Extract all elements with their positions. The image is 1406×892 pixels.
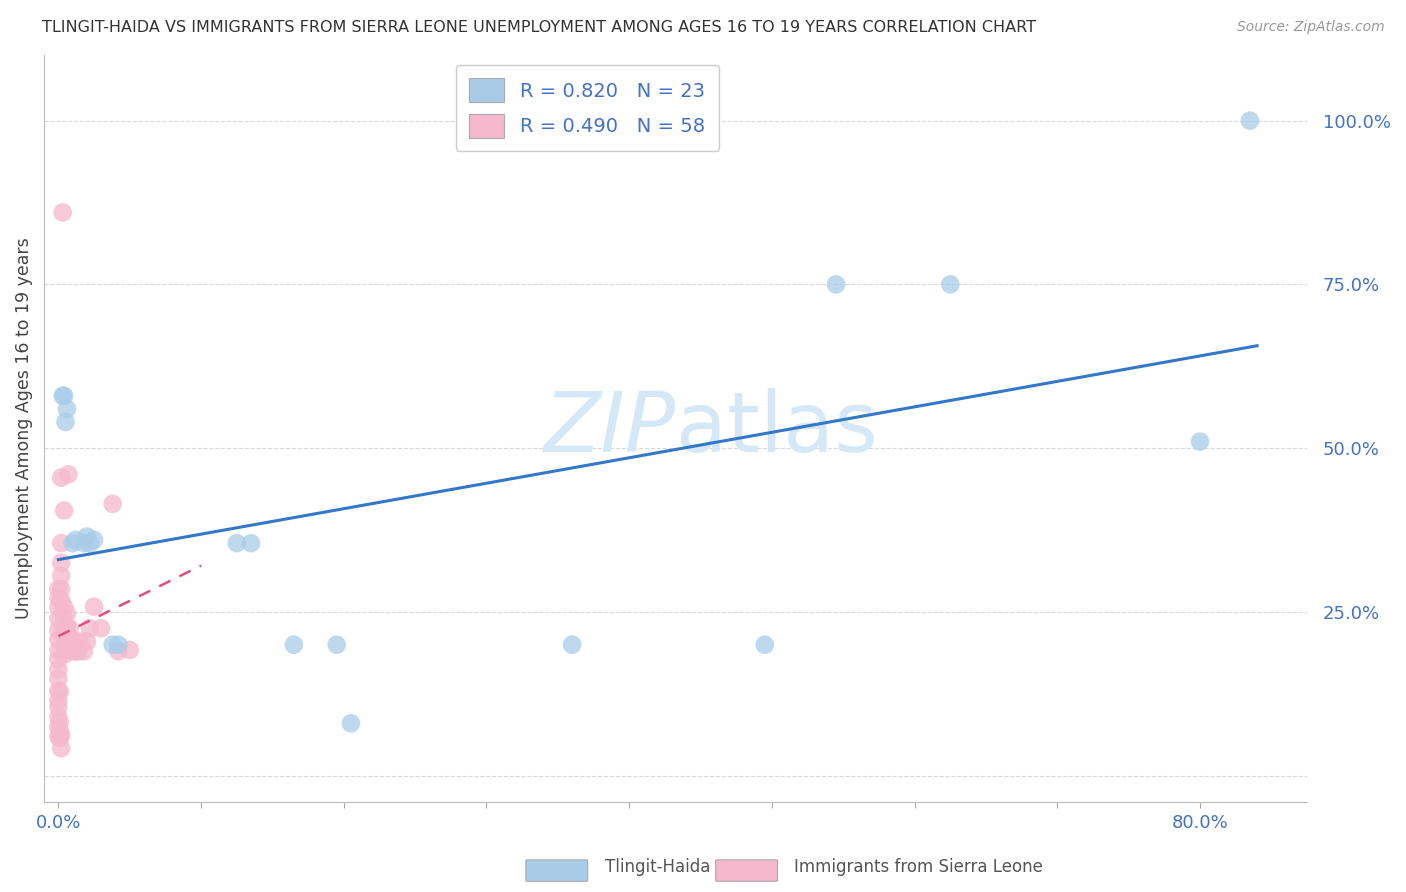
Point <box>939 277 962 292</box>
Point <box>53 621 76 635</box>
Point <box>62 536 84 550</box>
Text: atlas: atlas <box>675 388 877 469</box>
Point <box>48 599 70 614</box>
Point <box>48 730 70 744</box>
Text: TLINGIT-HAIDA VS IMMIGRANTS FROM SIERRA LEONE UNEMPLOYMENT AMONG AGES 16 TO 19 Y: TLINGIT-HAIDA VS IMMIGRANTS FROM SIERRA … <box>42 20 1036 35</box>
Point <box>49 685 72 699</box>
Point <box>107 644 129 658</box>
Point <box>67 644 90 658</box>
Point <box>51 536 73 550</box>
Point <box>48 672 70 686</box>
Point <box>48 582 70 596</box>
Point <box>59 621 82 635</box>
Point <box>825 277 848 292</box>
Text: Immigrants from Sierra Leone: Immigrants from Sierra Leone <box>794 858 1043 876</box>
Y-axis label: Unemployment Among Ages 16 to 19 years: Unemployment Among Ages 16 to 19 years <box>15 237 32 619</box>
Point <box>48 720 70 734</box>
Point <box>51 569 73 583</box>
Point <box>59 640 82 655</box>
Point <box>56 619 79 633</box>
Point <box>225 536 247 550</box>
Point <box>76 530 98 544</box>
Point <box>107 638 129 652</box>
Point <box>48 693 70 707</box>
Point <box>53 389 76 403</box>
Point <box>48 624 70 638</box>
Point <box>53 503 76 517</box>
Point <box>48 643 70 657</box>
Point <box>83 533 105 547</box>
Point <box>49 724 72 739</box>
Point <box>83 599 105 614</box>
Point <box>59 631 82 645</box>
Point <box>73 644 96 658</box>
Point <box>65 533 87 547</box>
Point <box>48 700 70 714</box>
Point <box>53 610 76 624</box>
Text: Tlingit-Haida: Tlingit-Haida <box>605 858 710 876</box>
Point <box>52 389 75 403</box>
Point <box>53 639 76 653</box>
Point <box>283 638 305 652</box>
Point <box>561 638 583 652</box>
Point <box>48 652 70 666</box>
Point <box>51 741 73 756</box>
Point <box>51 593 73 607</box>
Point <box>58 467 80 482</box>
Point <box>79 621 101 635</box>
Point <box>90 621 112 635</box>
Point <box>118 643 141 657</box>
Point <box>73 536 96 550</box>
Point <box>325 638 347 652</box>
Point <box>1188 434 1211 449</box>
Text: Source: ZipAtlas.com: Source: ZipAtlas.com <box>1237 20 1385 34</box>
Point <box>69 634 91 648</box>
Point <box>56 606 79 620</box>
Point <box>51 728 73 742</box>
Point <box>49 714 72 729</box>
Text: ZIP: ZIP <box>544 388 675 469</box>
Point <box>62 634 84 648</box>
Point <box>48 632 70 647</box>
Point <box>101 638 124 652</box>
Point <box>56 401 79 416</box>
Point <box>48 591 70 605</box>
Point <box>48 611 70 625</box>
Point <box>76 634 98 648</box>
Legend: R = 0.820   N = 23, R = 0.490   N = 58: R = 0.820 N = 23, R = 0.490 N = 58 <box>456 65 718 152</box>
Point <box>65 634 87 648</box>
Point <box>56 643 79 657</box>
Point <box>48 663 70 677</box>
Point <box>51 556 73 570</box>
Point <box>1239 113 1261 128</box>
Point <box>53 648 76 662</box>
Point <box>49 731 72 745</box>
Point <box>53 599 76 614</box>
Point <box>754 638 776 652</box>
Point <box>48 710 70 724</box>
Point <box>48 683 70 698</box>
Point <box>51 582 73 596</box>
Point <box>101 497 124 511</box>
Point <box>79 536 101 550</box>
Point <box>56 634 79 648</box>
Point <box>65 644 87 658</box>
Point <box>51 470 73 484</box>
Point <box>340 716 363 731</box>
Point <box>240 536 263 550</box>
Point <box>62 644 84 658</box>
Point <box>55 415 77 429</box>
Point <box>52 205 75 219</box>
